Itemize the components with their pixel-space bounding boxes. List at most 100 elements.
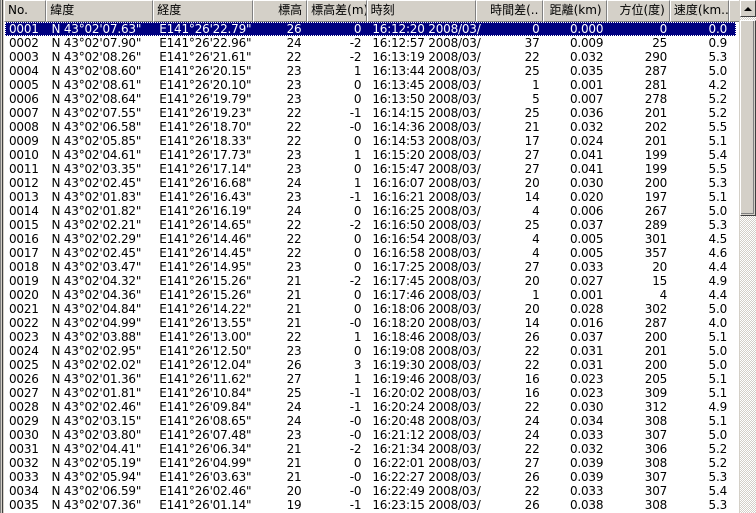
cell-time: 16:17:45 2008/03/20 (372, 274, 481, 288)
cell-time: 16:23:15 2008/03/20 (372, 498, 481, 512)
cell-ele: 23 (286, 64, 302, 78)
table-row[interactable]: 0009 N 43°02'05.85" E141°26'18.33" 22 0 16:14… (5, 134, 736, 148)
cell-speed: 5.0 (708, 428, 728, 442)
cell-time: 16:17:46 2008/03/20 (372, 288, 481, 302)
column-header-elevation-diff[interactable]: 標高差(m) (307, 0, 367, 22)
cell-no: 0014 (9, 204, 39, 218)
column-header-speed[interactable]: 速度(km... (669, 0, 730, 22)
table-row[interactable]: 0027 N 43°02'01.81" E141°26'10.84" 25 -1 16:2… (5, 386, 736, 400)
table-row[interactable]: 0033 N 43°02'05.94" E141°26'03.63" 21 -0 16:2… (5, 470, 736, 484)
cell-speed: 5.1 (708, 414, 728, 428)
cell-lat: N 43°02'02.45" (51, 176, 142, 190)
column-header-distance[interactable]: 距離(km) (543, 0, 607, 22)
cell-tdiff: 22 (524, 400, 540, 414)
table-row[interactable]: 0011 N 43°02'03.35" E141°26'17.14" 23 0 16:15… (5, 162, 736, 176)
cell-dist: 0.041 (569, 162, 604, 176)
cell-bear: 201 (644, 106, 668, 120)
cell-time: 16:22:49 2008/03/20 (372, 484, 481, 498)
cell-bear: 287 (644, 64, 668, 78)
cell-time: 16:22:01 2008/03/20 (372, 456, 481, 470)
cell-time: 16:16:54 2008/03/20 (372, 232, 481, 246)
table-row[interactable]: 0028 N 43°02'02.46" E141°26'09.84" 24 -1 16:2… (5, 400, 736, 414)
cell-bear: 307 (644, 470, 668, 484)
table-row[interactable]: 0020 N 43°02'04.36" E141°26'15.26" 21 0 16:17… (5, 288, 736, 302)
table-row[interactable]: 0016 N 43°02'02.29" E141°26'14.46" 22 0 16:16… (5, 232, 736, 246)
cell-lat: N 43°02'02.45" (51, 246, 142, 260)
cell-no: 0023 (9, 330, 39, 344)
table-row[interactable]: 0003 N 43°02'08.26" E141°26'21.61" 22 -2 16:1… (5, 50, 736, 64)
cell-speed: 5.4 (708, 148, 728, 162)
cell-ele: 22 (286, 330, 302, 344)
table-row[interactable]: 0017 N 43°02'02.45" E141°26'14.45" 22 0 16:16… (5, 246, 736, 260)
cell-lat: N 43°02'03.35" (51, 162, 142, 176)
table-row[interactable]: 0025 N 43°02'02.02" E141°26'12.04" 26 3 16:19… (5, 358, 736, 372)
table-row[interactable]: 0024 N 43°02'02.95" E141°26'12.50" 23 0 16:19… (5, 344, 736, 358)
table-row[interactable]: 0010 N 43°02'04.61" E141°26'17.73" 23 1 16:15… (5, 148, 736, 162)
table-row[interactable]: 0026 N 43°02'01.36" E141°26'11.62" 27 1 16:19… (5, 372, 736, 386)
cell-lon: E141°26'08.65" (159, 414, 252, 428)
table-row[interactable]: 0030 N 43°02'03.80" E141°26'07.48" 23 -0 16:2… (5, 428, 736, 442)
vertical-scrollbar[interactable] (739, 0, 756, 513)
cell-dist: 0.023 (569, 386, 604, 400)
cell-no: 0018 (9, 260, 39, 274)
column-header-time-diff[interactable]: 時間差(.. (476, 0, 544, 22)
cell-time: 16:22:27 2008/03/20 (372, 470, 481, 484)
cell-speed: 4.9 (708, 400, 728, 414)
cell-speed: 4.4 (708, 260, 728, 274)
cell-bear: 200 (644, 176, 668, 190)
table-row[interactable]: 0013 N 43°02'01.83" E141°26'16.43" 23 -1 16:1… (5, 190, 736, 204)
cell-lon: E141°26'04.99" (159, 456, 252, 470)
column-header-time[interactable]: 時刻 (366, 0, 477, 22)
column-header-longitude[interactable]: 経度 (153, 0, 253, 22)
table-row[interactable]: 0019 N 43°02'04.32" E141°26'15.26" 21 -2 16:1… (5, 274, 736, 288)
cell-speed: 5.1 (708, 134, 728, 148)
table-row[interactable]: 0021 N 43°02'04.84" E141°26'14.22" 21 0 16:18… (5, 302, 736, 316)
scroll-up-arrow-icon[interactable] (740, 0, 756, 17)
table-row[interactable]: 0014 N 43°02'01.82" E141°26'16.19" 24 0 16:16… (5, 204, 736, 218)
table-row[interactable]: 0029 N 43°02'03.15" E141°26'08.65" 24 -0 16:2… (5, 414, 736, 428)
cell-no: 0025 (9, 358, 39, 372)
table-row[interactable]: 0031 N 43°02'04.41" E141°26'06.34" 21 -2 16:2… (5, 442, 736, 456)
cell-ele: 25 (286, 386, 302, 400)
table-row[interactable]: 0032 N 43°02'05.19" E141°26'04.99" 21 0 16:22… (5, 456, 736, 470)
cell-bear: 202 (644, 120, 668, 134)
table-row[interactable]: 0018 N 43°02'03.47" E141°26'14.95" 23 0 16:17… (5, 260, 736, 274)
column-header-elevation[interactable]: 標高 (252, 0, 308, 22)
table-row[interactable]: 0008 N 43°02'06.58" E141°26'18.70" 22 -0 16:1… (5, 120, 736, 134)
cell-speed: 4.2 (708, 78, 728, 92)
cell-tdiff: 26 (524, 330, 540, 344)
table-row[interactable]: 0001 N 43°02'07.63" E141°26'22.79" 26 0 16:12… (5, 22, 736, 36)
table-row[interactable]: 0034 N 43°02'06.59" E141°26'02.46" 20 -0 16:2… (5, 484, 736, 498)
column-header-bearing[interactable]: 方位(度) (606, 0, 670, 22)
cell-tdiff: 16 (524, 386, 540, 400)
cell-tdiff: 25 (524, 218, 540, 232)
cell-no: 0022 (9, 316, 39, 330)
table-row[interactable]: 0035 N 43°02'07.36" E141°26'01.14" 19 -1 16:2… (5, 498, 736, 512)
cell-no: 0020 (9, 288, 39, 302)
table-row[interactable]: 0015 N 43°02'02.21" E141°26'14.65" 22 -2 16:1… (5, 218, 736, 232)
table-row[interactable]: 0005 N 43°02'08.61" E141°26'20.10" 23 0 16:13… (5, 78, 736, 92)
column-header-no[interactable]: No. (4, 0, 47, 22)
cell-tdiff: 4 (532, 232, 540, 246)
table-row[interactable]: 0022 N 43°02'04.99" E141°26'13.55" 21 -0 16:1… (5, 316, 736, 330)
column-header-latitude[interactable]: 緯度 (46, 0, 154, 22)
cell-bear: 309 (644, 386, 668, 400)
vertical-scrollbar-thumb[interactable] (740, 20, 756, 216)
table-row[interactable]: 0007 N 43°02'07.55" E141°26'19.23" 22 -1 16:1… (5, 106, 736, 120)
table-row[interactable]: 0002 N 43°02'07.90" E141°26'22.96" 24 -2 16:1… (5, 36, 736, 50)
cell-lon: E141°26'01.14" (159, 498, 252, 512)
listview-rows[interactable]: 0001 N 43°02'07.63" E141°26'22.79" 26 0 16:12… (5, 22, 736, 513)
cell-tdiff: 27 (524, 260, 540, 274)
cell-ele: 23 (286, 92, 302, 106)
cell-lat: N 43°02'02.21" (51, 218, 142, 232)
cell-dist: 0.033 (569, 260, 604, 274)
cell-lon: E141°26'12.04" (159, 358, 252, 372)
table-row[interactable]: 0004 N 43°02'08.60" E141°26'20.15" 23 1 16:13… (5, 64, 736, 78)
table-row[interactable]: 0012 N 43°02'02.45" E141°26'16.68" 24 1 16:16… (5, 176, 736, 190)
cell-speed: 5.3 (708, 470, 728, 484)
table-row[interactable]: 0006 N 43°02'08.64" E141°26'19.79" 23 0 16:13… (5, 92, 736, 106)
cell-tdiff: 1 (532, 288, 540, 302)
cell-speed: 5.4 (708, 484, 728, 498)
table-row[interactable]: 0023 N 43°02'03.88" E141°26'13.00" 22 1 16:18… (5, 330, 736, 344)
